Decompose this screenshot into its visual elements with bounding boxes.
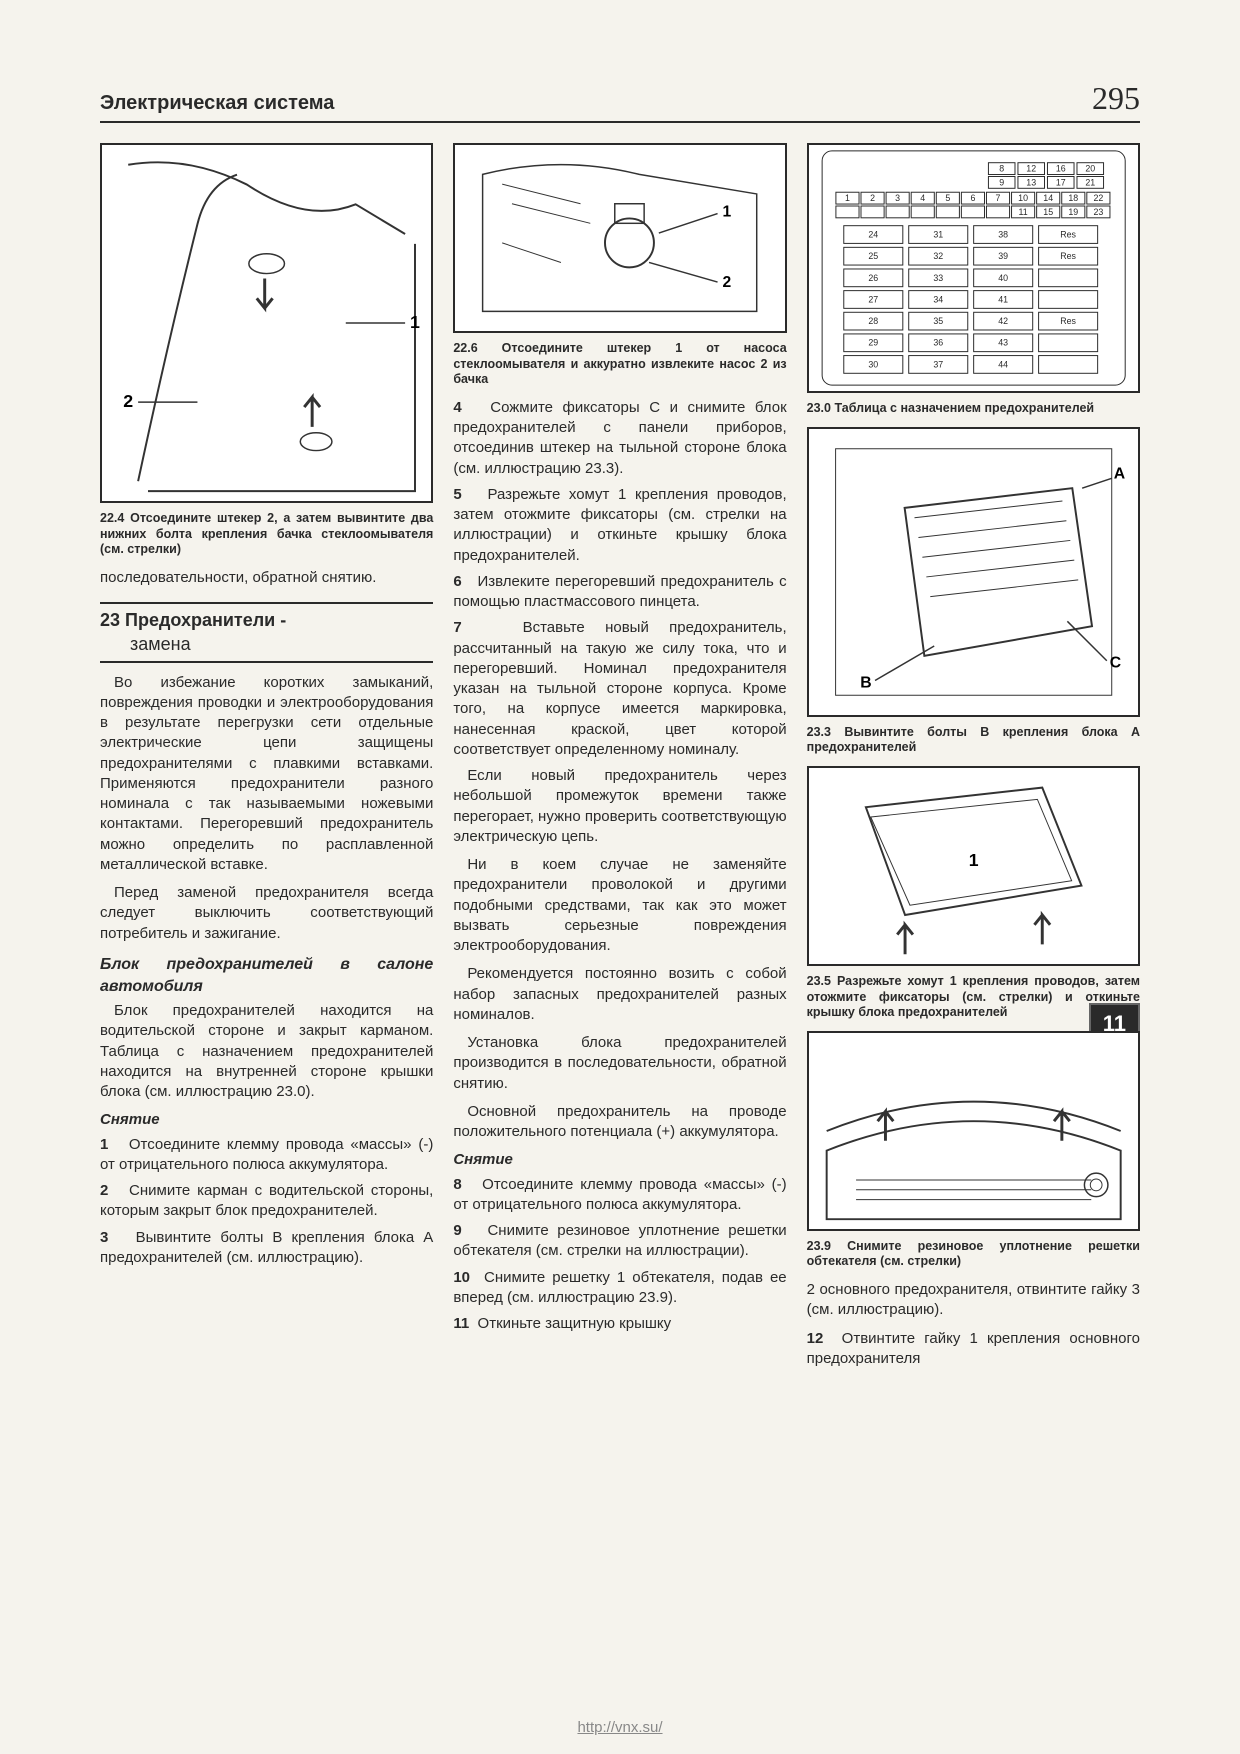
svg-text:28: 28 [868,316,878,326]
svg-text:5: 5 [945,193,950,203]
svg-text:6: 6 [970,193,975,203]
figure-22-4: 1 2 [100,143,433,503]
svg-text:8: 8 [999,164,1004,174]
svg-text:33: 33 [933,273,943,283]
svg-text:20: 20 [1085,164,1095,174]
para: Ни в коем случае не заменяйте предохрани… [453,855,786,956]
para: Блок предохранителей находится на водите… [100,1001,433,1102]
para: Рекомендуется постоянно возить с собой н… [453,964,786,1025]
para: Основной предохранитель на проводе полож… [453,1102,786,1143]
svg-text:18: 18 [1068,193,1078,203]
caption-22-4: 22.4 Отсоедините штекер 2, а затем вывин… [100,511,433,558]
figure-23-3: A B C [807,427,1140,717]
figure-23-9 [807,1031,1140,1231]
svg-text:37: 37 [933,359,943,369]
step-12: 12 Отвинтите гайку 1 крепления основного… [807,1329,1140,1370]
figure-23-0-fusebox: 8121620913172112345671014182211151923243… [807,143,1140,393]
chapter-title: Электрическая система [100,92,334,115]
svg-text:25: 25 [868,251,878,261]
column-3: 8121620913172112345671014182211151923243… [807,143,1140,1375]
svg-text:39: 39 [998,251,1008,261]
section-23-title: 23 Предохранители - замена [100,602,433,663]
svg-text:4: 4 [920,193,925,203]
svg-text:15: 15 [1043,207,1053,217]
svg-text:22: 22 [1093,193,1103,203]
svg-text:14: 14 [1043,193,1053,203]
caption-23-3: 23.3 Вывинтите болты B крепления блока A… [807,725,1140,756]
svg-text:31: 31 [933,229,943,239]
column-2: 1 2 22.6 Отсоедините штекер 1 от насоса … [453,143,786,1375]
step-8: 8 Отсоедините клемму провода «массы» (-)… [453,1175,786,1216]
svg-text:10: 10 [1018,193,1028,203]
svg-text:29: 29 [868,338,878,348]
svg-text:11: 11 [1018,207,1027,217]
step-3: 3 Вывинтите болты B крепления блока A пр… [100,1228,433,1269]
para: Установка блока предохранителей производ… [453,1033,786,1094]
svg-text:7: 7 [995,193,1000,203]
svg-text:40: 40 [998,273,1008,283]
para: последовательности, обратной снятию. [100,568,433,588]
figure-22-6: 1 2 [453,143,786,333]
svg-text:35: 35 [933,316,943,326]
step-7: 7 Вставьте новый предохранитель, рассчит… [453,618,786,760]
svg-text:1: 1 [723,203,732,220]
svg-text:Res: Res [1060,251,1076,261]
para: Во избежание коротких замыканий, поврежд… [100,673,433,876]
svg-text:30: 30 [868,359,878,369]
svg-text:13: 13 [1026,177,1036,187]
figure-23-5: 1 [807,766,1140,966]
para: Если новый предохранитель через небольшо… [453,766,786,847]
footer-url[interactable]: http://vnx.su/ [0,1719,1240,1736]
svg-text:16: 16 [1055,164,1065,174]
caption-23-0: 23.0 Таблица с назначением предохранител… [807,401,1140,417]
step-6: 6 Извлеките перегоревший предохранитель … [453,572,786,613]
svg-text:44: 44 [998,359,1008,369]
caption-23-9: 23.9 Снимите резиновое уплотнение решетк… [807,1239,1140,1270]
svg-text:23: 23 [1093,207,1103,217]
svg-text:1: 1 [845,193,850,203]
svg-text:24: 24 [868,229,878,239]
svg-text:38: 38 [998,229,1008,239]
svg-text:12: 12 [1026,164,1036,174]
svg-text:Res: Res [1060,316,1076,326]
svg-text:19: 19 [1068,207,1078,217]
step-10: 10 Снимите решетку 1 обтекателя, подав е… [453,1268,786,1309]
subheading-remove2: Снятие [453,1150,786,1170]
step-11: 11 Откиньте защитную крышку [453,1314,786,1334]
svg-text:26: 26 [868,273,878,283]
svg-text:2: 2 [870,193,875,203]
svg-text:27: 27 [868,294,878,304]
svg-text:42: 42 [998,316,1008,326]
step-4: 4 Сожмите фиксаторы C и снимите блок пре… [453,398,786,479]
svg-text:34: 34 [933,294,943,304]
para: 2 основного предохранителя, отвинтите га… [807,1280,1140,1321]
column-1: 1 2 22.4 Отсоедините штекер 2, а затем в… [100,143,433,1375]
svg-text:36: 36 [933,338,943,348]
subheading-remove: Снятие [100,1110,433,1130]
step-5: 5 Разрежьте хомут 1 крепления проводов, … [453,485,786,566]
step-9: 9 Снимите резиновое уплотнение решетки о… [453,1221,786,1262]
svg-text:A: A [1113,465,1124,482]
page-header: Электрическая система 295 [100,80,1140,123]
svg-text:1: 1 [968,850,978,870]
svg-text:Res: Res [1060,229,1076,239]
step-1: 1 Отсоедините клемму провода «массы» (-)… [100,1135,433,1176]
svg-text:2: 2 [123,391,133,411]
svg-text:C: C [1109,654,1120,671]
svg-text:43: 43 [998,338,1008,348]
svg-text:17: 17 [1055,177,1065,187]
svg-text:21: 21 [1085,177,1095,187]
svg-text:2: 2 [723,274,732,291]
page-number: 295 [1092,80,1140,117]
svg-text:B: B [860,674,871,691]
svg-text:41: 41 [998,294,1008,304]
subheading-block: Блок предохранителей в салоне автомобиля [100,954,433,997]
para: Перед заменой предохранителя всегда след… [100,883,433,944]
caption-22-6: 22.6 Отсоедините штекер 1 от насоса стек… [453,341,786,388]
svg-text:1: 1 [410,312,420,332]
svg-text:3: 3 [895,193,900,203]
svg-text:32: 32 [933,251,943,261]
svg-text:9: 9 [999,177,1004,187]
step-2: 2 Снимите карман с водительской стороны,… [100,1181,433,1222]
